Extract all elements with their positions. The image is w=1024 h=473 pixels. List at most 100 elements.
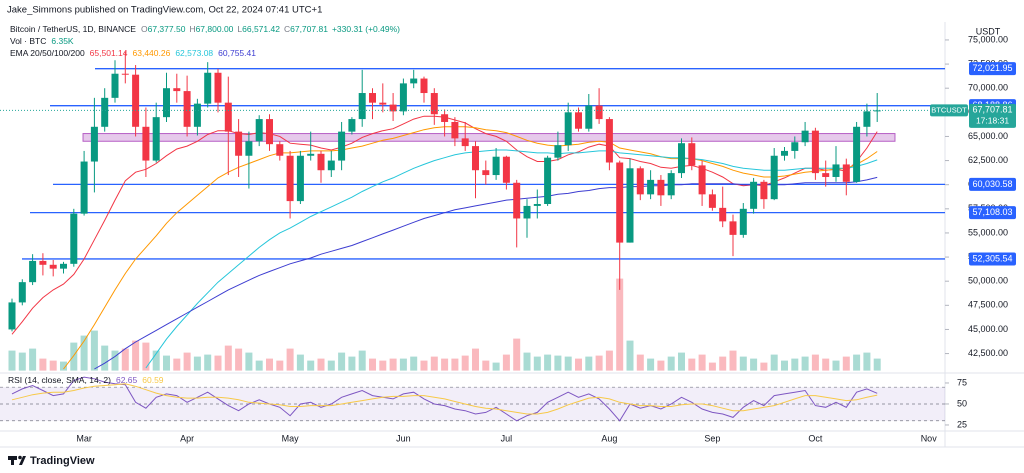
volume-bar: [358, 350, 366, 371]
candle-body: [616, 162, 624, 243]
volume-bar: [853, 354, 861, 371]
candle-body: [750, 181, 758, 209]
candle-body: [863, 111, 871, 127]
candle-body: [698, 165, 706, 195]
ohlc-key: L: [237, 24, 242, 34]
candle-body: [482, 170, 490, 176]
y-tick-label: 47,500.00: [968, 300, 1008, 310]
volume-bar: [430, 356, 438, 371]
candle-body: [760, 181, 768, 200]
logo-mark: [11, 456, 14, 465]
x-tick-label: Jul: [501, 433, 513, 443]
volume-bar: [842, 356, 850, 371]
volume-bar: [626, 340, 634, 371]
ohlc-value: 67,707.81: [290, 24, 328, 34]
y-tick-label: 45,000.00: [968, 324, 1008, 334]
candle-body: [657, 179, 665, 196]
rsi-tick-label: 25: [957, 419, 967, 429]
candle-body: [595, 105, 603, 120]
x-tick-label: Aug: [601, 433, 617, 443]
logo-mark: [18, 455, 22, 460]
candle-body: [183, 91, 191, 127]
volume-bar: [60, 361, 67, 371]
volume-bar: [801, 356, 809, 371]
volume-bar: [575, 358, 582, 371]
candle-body: [626, 168, 634, 243]
candle-body: [193, 103, 201, 127]
ohlc-value: 67,800.00: [196, 24, 234, 34]
candle-body: [410, 78, 418, 84]
volume-bar: [791, 358, 799, 371]
candle-body: [441, 114, 449, 122]
y-tick-label: 62,500.00: [968, 155, 1008, 165]
volume-bar: [667, 356, 675, 371]
volume-bar: [760, 362, 768, 371]
volume-bar: [193, 356, 201, 371]
candle-body: [29, 260, 37, 283]
candle-body: [173, 88, 181, 92]
volume-bar: [389, 358, 397, 371]
candle-body: [49, 264, 57, 269]
volume-bar: [204, 354, 212, 371]
volume-bar: [513, 338, 521, 371]
volume-legend: Vol · BTC 6.35K: [10, 36, 74, 46]
candle-body: [101, 97, 109, 127]
volume-bar: [8, 350, 16, 371]
candle-body: [358, 93, 366, 120]
volume-bar: [235, 348, 243, 371]
level-label: 52,305.54: [972, 253, 1012, 263]
candle-body: [90, 126, 98, 162]
candle-body: [502, 156, 510, 183]
change: +330.31 (+0.49%): [332, 24, 400, 34]
level-tag: [969, 206, 1016, 220]
candle-body: [719, 207, 727, 222]
candle-body: [245, 141, 253, 156]
volume-bar: [492, 362, 500, 371]
ohlc-value: 67,377.50: [148, 24, 186, 34]
volume-bar: [39, 358, 47, 371]
volume-bar: [544, 354, 552, 371]
volume-bar: [647, 358, 655, 371]
price-label: 67,707.81: [972, 105, 1012, 115]
ema-line: [94, 176, 878, 370]
y-tick-label: 50,000.00: [968, 276, 1008, 286]
candle-body: [369, 93, 376, 103]
y-tick-label: 65,000.00: [968, 131, 1008, 141]
volume-bar: [863, 352, 871, 371]
rsi-pane: [0, 376, 945, 422]
volume-bar: [317, 358, 325, 371]
x-tick-label: Sep: [704, 433, 720, 443]
volume-bar: [461, 355, 469, 371]
candle-body: [770, 155, 778, 200]
candle-body: [235, 131, 243, 156]
countdown: 17:18:31: [976, 116, 1009, 126]
volume-bar: [348, 356, 356, 371]
volume-bar: [410, 356, 418, 371]
volume-bar: [286, 348, 294, 371]
candle-body: [296, 155, 304, 202]
x-tick-label: Nov: [921, 433, 938, 443]
volume-bar: [688, 358, 696, 371]
candle-body: [80, 161, 88, 214]
candle-body: [8, 302, 16, 330]
symbol-line: Bitcoin / TetherUS, 1D, BINANCE O67,377.5…: [10, 24, 400, 34]
candle-body: [492, 156, 500, 176]
price-pane: [0, 51, 945, 371]
candle-body: [111, 73, 119, 98]
volume-bar: [616, 278, 624, 371]
volume-bar: [90, 330, 98, 371]
volume-bar: [832, 360, 840, 371]
volume-bar: [70, 342, 78, 371]
rsi-line: [11, 383, 878, 415]
volume-bar: [719, 356, 727, 371]
candle-body: [544, 157, 552, 204]
volume-bar: [472, 348, 479, 371]
candle-body: [533, 203, 541, 206]
volume-bar: [101, 345, 109, 371]
volume-bar: [49, 360, 57, 371]
candle-body: [214, 72, 222, 103]
candle-body: [152, 117, 160, 161]
volume-bar: [564, 356, 572, 371]
candle-body: [513, 182, 521, 219]
